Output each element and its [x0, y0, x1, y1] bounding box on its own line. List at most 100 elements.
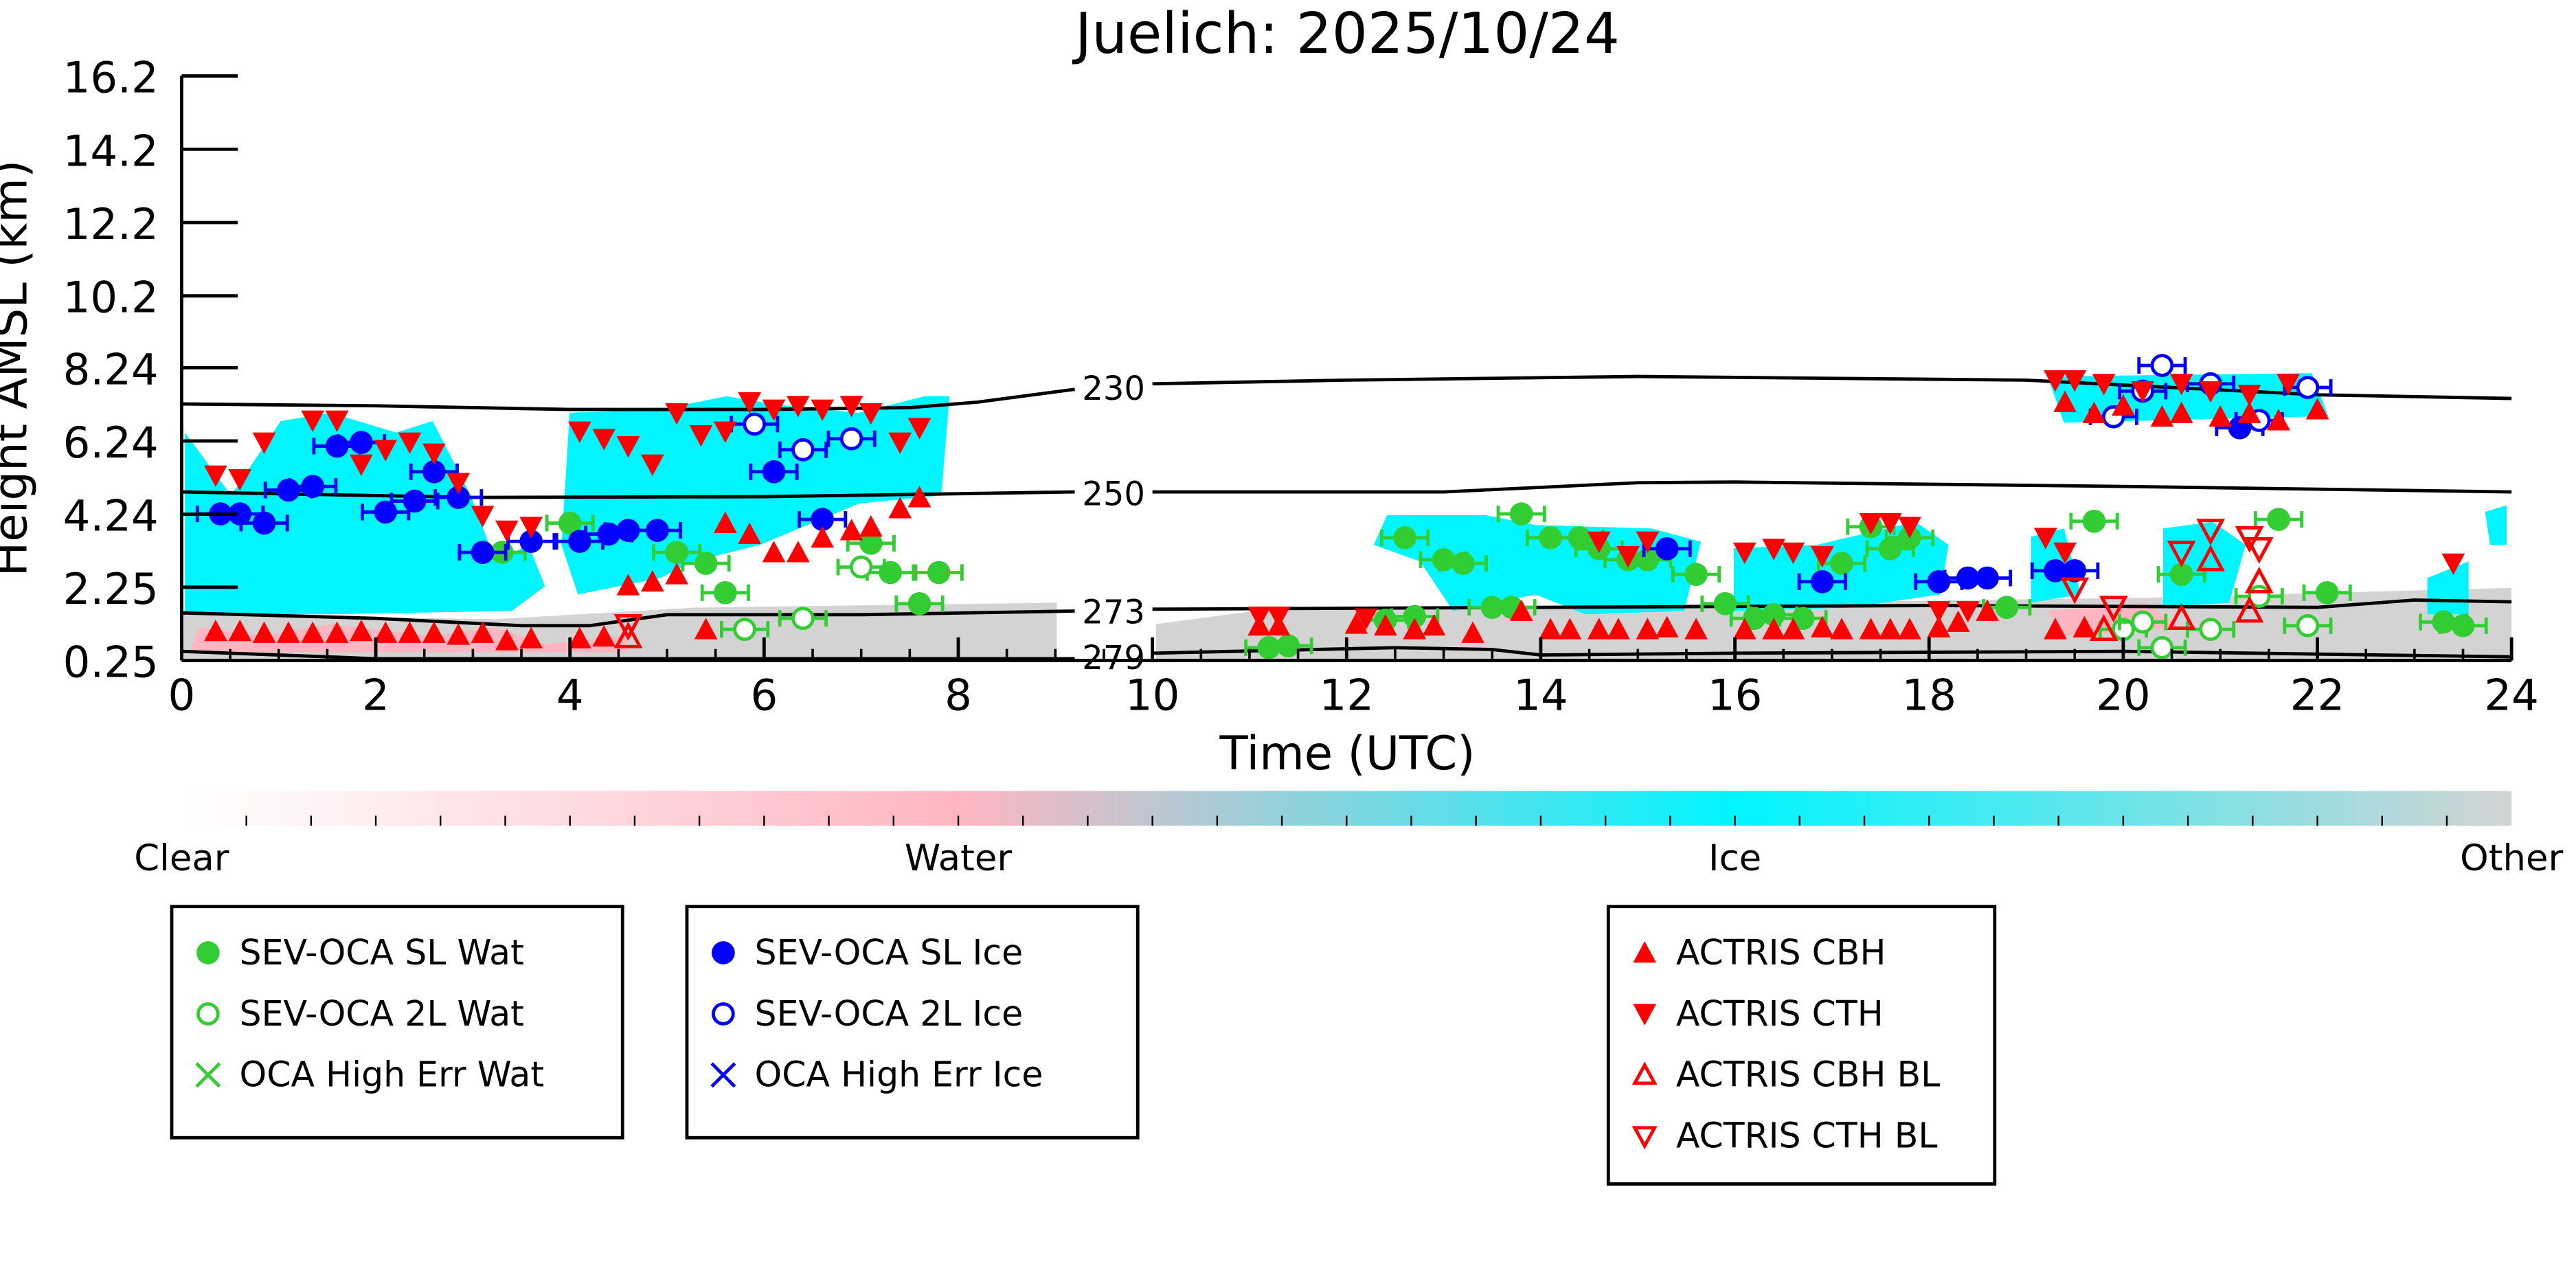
data-point — [1946, 610, 1970, 632]
data-point — [1616, 546, 1640, 568]
data-point — [2296, 614, 2320, 637]
legend-actris: ACTRIS CBH ACTRIS CTH ACTRIS CBH BL ACTR… — [1606, 905, 1997, 1186]
data-point — [1509, 502, 1533, 526]
data-point — [839, 427, 863, 451]
data-point — [907, 418, 931, 440]
data-point — [811, 399, 834, 421]
data-point — [762, 399, 786, 421]
data-point — [2169, 374, 2193, 396]
data-point — [495, 629, 519, 651]
data-point — [403, 489, 427, 513]
data-point — [374, 500, 398, 524]
data-point — [2432, 610, 2456, 634]
data-point — [447, 623, 471, 645]
data-point — [786, 541, 810, 563]
data-point — [2072, 615, 2097, 637]
filled-circle-icon — [712, 940, 735, 964]
legend-item: SEV-OCA 2L Wat — [190, 982, 604, 1043]
data-point — [325, 410, 349, 432]
y-tick-label: 10.2 — [63, 273, 159, 323]
data-point — [1732, 542, 1756, 564]
data-point — [738, 522, 761, 544]
data-point — [1810, 615, 1834, 637]
x-tick-label: 6 — [750, 670, 778, 721]
data-point — [613, 614, 643, 641]
data-point — [1976, 566, 1999, 590]
data-point — [1403, 618, 1427, 640]
data-point — [1995, 596, 2019, 619]
data-point — [714, 511, 737, 533]
legend-item: ACTRIS CBH — [1627, 921, 1977, 982]
data-point — [374, 621, 398, 643]
data-point — [616, 436, 640, 458]
open-circle-icon — [712, 1001, 735, 1025]
data-point — [1636, 547, 1660, 572]
y-axis-label: Height AMSL (km) — [0, 160, 37, 577]
y-tick-label: 8.24 — [63, 344, 159, 394]
x-tick-label: 14 — [1513, 670, 1568, 721]
data-point — [1830, 618, 1853, 640]
data-point — [277, 621, 300, 643]
data-point — [447, 473, 471, 495]
legend-item: SEV-OCA 2L Ice — [705, 982, 1119, 1043]
triangle-down-open-icon — [1631, 1125, 1658, 1149]
data-point — [1743, 607, 1766, 630]
data-point — [1830, 552, 1853, 575]
data-point — [665, 541, 688, 564]
data-point — [733, 618, 756, 641]
data-point — [252, 621, 276, 643]
data-point — [495, 520, 519, 542]
x-tick-label: 10 — [1125, 670, 1180, 721]
series-actris-cth-bl — [613, 519, 2274, 641]
data-point — [1257, 636, 1281, 659]
data-point — [1461, 621, 1484, 643]
data-point — [2169, 401, 2193, 423]
data-point — [859, 515, 883, 537]
data-point — [2063, 558, 2087, 583]
data-point — [1878, 618, 1902, 640]
data-point — [1859, 618, 1883, 640]
chart-title: Juelich: 2025/10/24 — [1072, 1, 1620, 67]
data-point — [2053, 542, 2077, 564]
data-point — [228, 502, 252, 526]
data-point — [665, 563, 688, 585]
data-point — [2044, 618, 2067, 640]
data-point — [1781, 618, 1805, 640]
data-point — [786, 396, 810, 418]
data-point — [1898, 517, 1921, 539]
data-point — [1558, 618, 1582, 640]
data-point — [568, 626, 591, 648]
data-point — [1878, 536, 1902, 561]
data-point — [791, 438, 815, 462]
data-point — [2060, 577, 2090, 605]
data-point — [1403, 605, 1427, 629]
data-point — [714, 421, 737, 443]
data-point — [1247, 607, 1271, 629]
data-point — [641, 569, 664, 592]
data-point — [2305, 398, 2329, 420]
data-point — [1927, 569, 1951, 594]
data-point — [422, 443, 446, 465]
legend-item: ACTRIS CBH BL — [1627, 1043, 1977, 1105]
data-point — [2092, 374, 2116, 396]
triangle-up-icon — [1633, 940, 1657, 962]
data-point — [301, 410, 325, 432]
contour-line-273 — [181, 609, 1075, 628]
data-point — [694, 618, 718, 640]
filled-circle-icon — [196, 940, 220, 964]
data-point — [1684, 563, 1708, 586]
data-point — [2267, 409, 2290, 431]
data-point — [1539, 618, 1562, 640]
data-point — [762, 460, 786, 484]
data-point — [1374, 614, 1397, 636]
colorbar-label-water: Water — [905, 837, 1013, 879]
data-point — [252, 432, 276, 454]
data-point — [879, 561, 902, 585]
data-point — [927, 561, 951, 585]
data-point — [1810, 569, 1834, 594]
contour-line-230 — [181, 387, 1075, 411]
data-point — [859, 531, 883, 555]
data-point — [1587, 618, 1611, 640]
data-point — [689, 425, 713, 447]
